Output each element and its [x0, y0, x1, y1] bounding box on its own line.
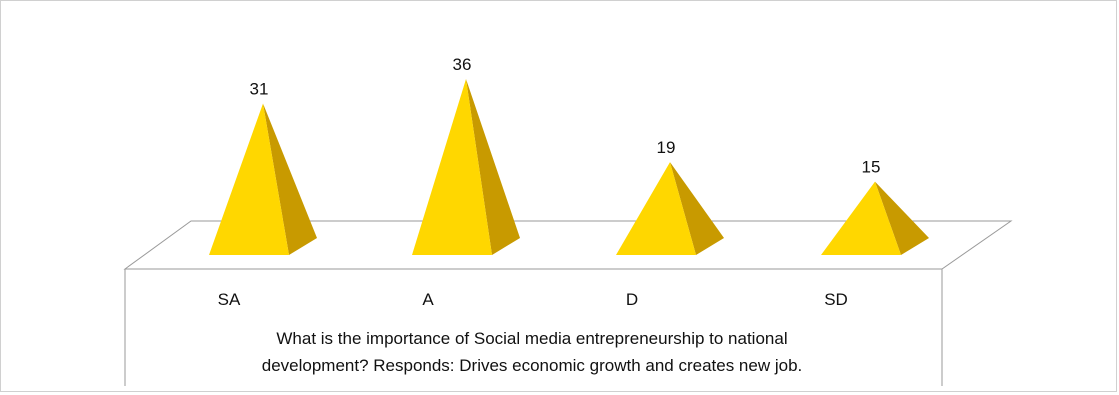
x-axis-title-line-1: What is the importance of Social media e…: [276, 329, 787, 348]
x-tick-d: D: [626, 290, 638, 309]
pyramid-side-sa: [263, 103, 317, 255]
pyramid-side-sd: [875, 181, 929, 255]
data-label-sd: 15: [862, 158, 881, 177]
pyramid-sd: [821, 181, 901, 255]
data-labels: 31 36 19 15: [250, 55, 881, 177]
chart-floor: [123, 220, 1013, 270]
data-label-a: 36: [453, 55, 472, 74]
x-tick-a: A: [422, 290, 434, 309]
data-label-d: 19: [657, 138, 676, 157]
pyramid-side-d: [670, 162, 724, 255]
x-tick-sa: SA: [218, 290, 241, 309]
x-tick-sd: SD: [824, 290, 848, 309]
data-label-sa: 31: [250, 79, 269, 98]
pyramid-sa: [209, 103, 289, 255]
pyramid-a: [412, 79, 492, 255]
pyramid-series: [209, 79, 929, 255]
x-tick-labels: SA A D SD: [218, 290, 848, 309]
x-axis-title-line-2: development? Responds: Drives economic g…: [262, 356, 803, 375]
pyramid-side-a: [466, 79, 520, 255]
pyramid-d: [616, 162, 696, 255]
